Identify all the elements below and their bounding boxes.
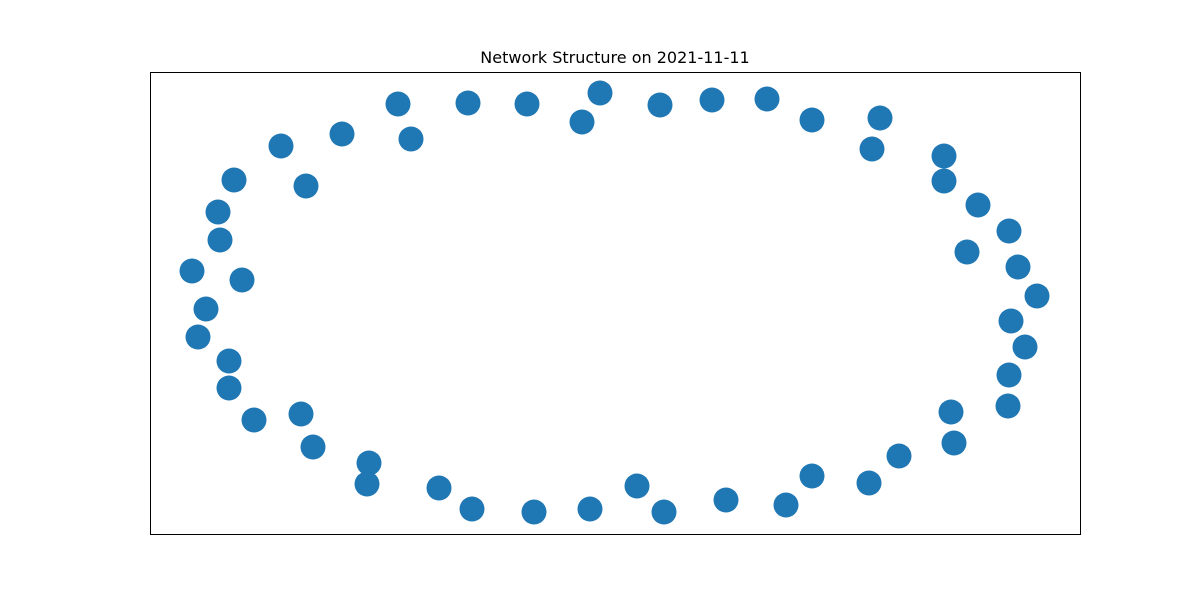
network-node [941,430,967,456]
network-node [356,450,382,476]
network-node [426,475,452,501]
network-node [754,86,780,112]
network-node [938,399,964,425]
network-node [954,239,980,265]
network-node [965,192,991,218]
network-node [293,173,319,199]
network-node [459,496,485,522]
network-node [268,133,294,159]
network-node [398,126,424,152]
network-node [221,167,247,193]
network-node [205,199,231,225]
network-node [329,121,355,147]
network-node [931,143,957,169]
network-node [647,92,673,118]
network-node [996,362,1022,388]
network-node [867,105,893,131]
plot-frame [150,72,1081,535]
network-node [193,296,219,322]
network-node [799,107,825,133]
network-node [773,492,799,518]
network-node [569,109,595,135]
network-node [995,393,1021,419]
network-node [651,499,677,525]
network-node [514,91,540,117]
network-node [859,136,885,162]
network-node [354,471,380,497]
network-node [521,499,547,525]
chart-title: Network Structure on 2021-11-11 [480,48,750,67]
network-node [229,267,255,293]
network-node [207,227,233,253]
network-node [185,324,211,350]
network-node [455,90,481,116]
network-node [288,401,314,427]
network-node [713,487,739,513]
network-node [587,80,613,106]
network-node [216,348,242,374]
network-node [1012,334,1038,360]
network-node [216,375,242,401]
network-node [996,218,1022,244]
network-node [998,308,1024,334]
network-node [179,258,205,284]
network-node [931,168,957,194]
network-node [577,496,603,522]
network-node [300,434,326,460]
network-node [699,87,725,113]
network-node [1024,283,1050,309]
nodes-layer [179,80,1050,525]
network-node [1005,254,1031,280]
network-node [624,473,650,499]
network-node [799,463,825,489]
network-node [241,407,267,433]
network-node [385,91,411,117]
network-node [886,443,912,469]
network-node [856,470,882,496]
